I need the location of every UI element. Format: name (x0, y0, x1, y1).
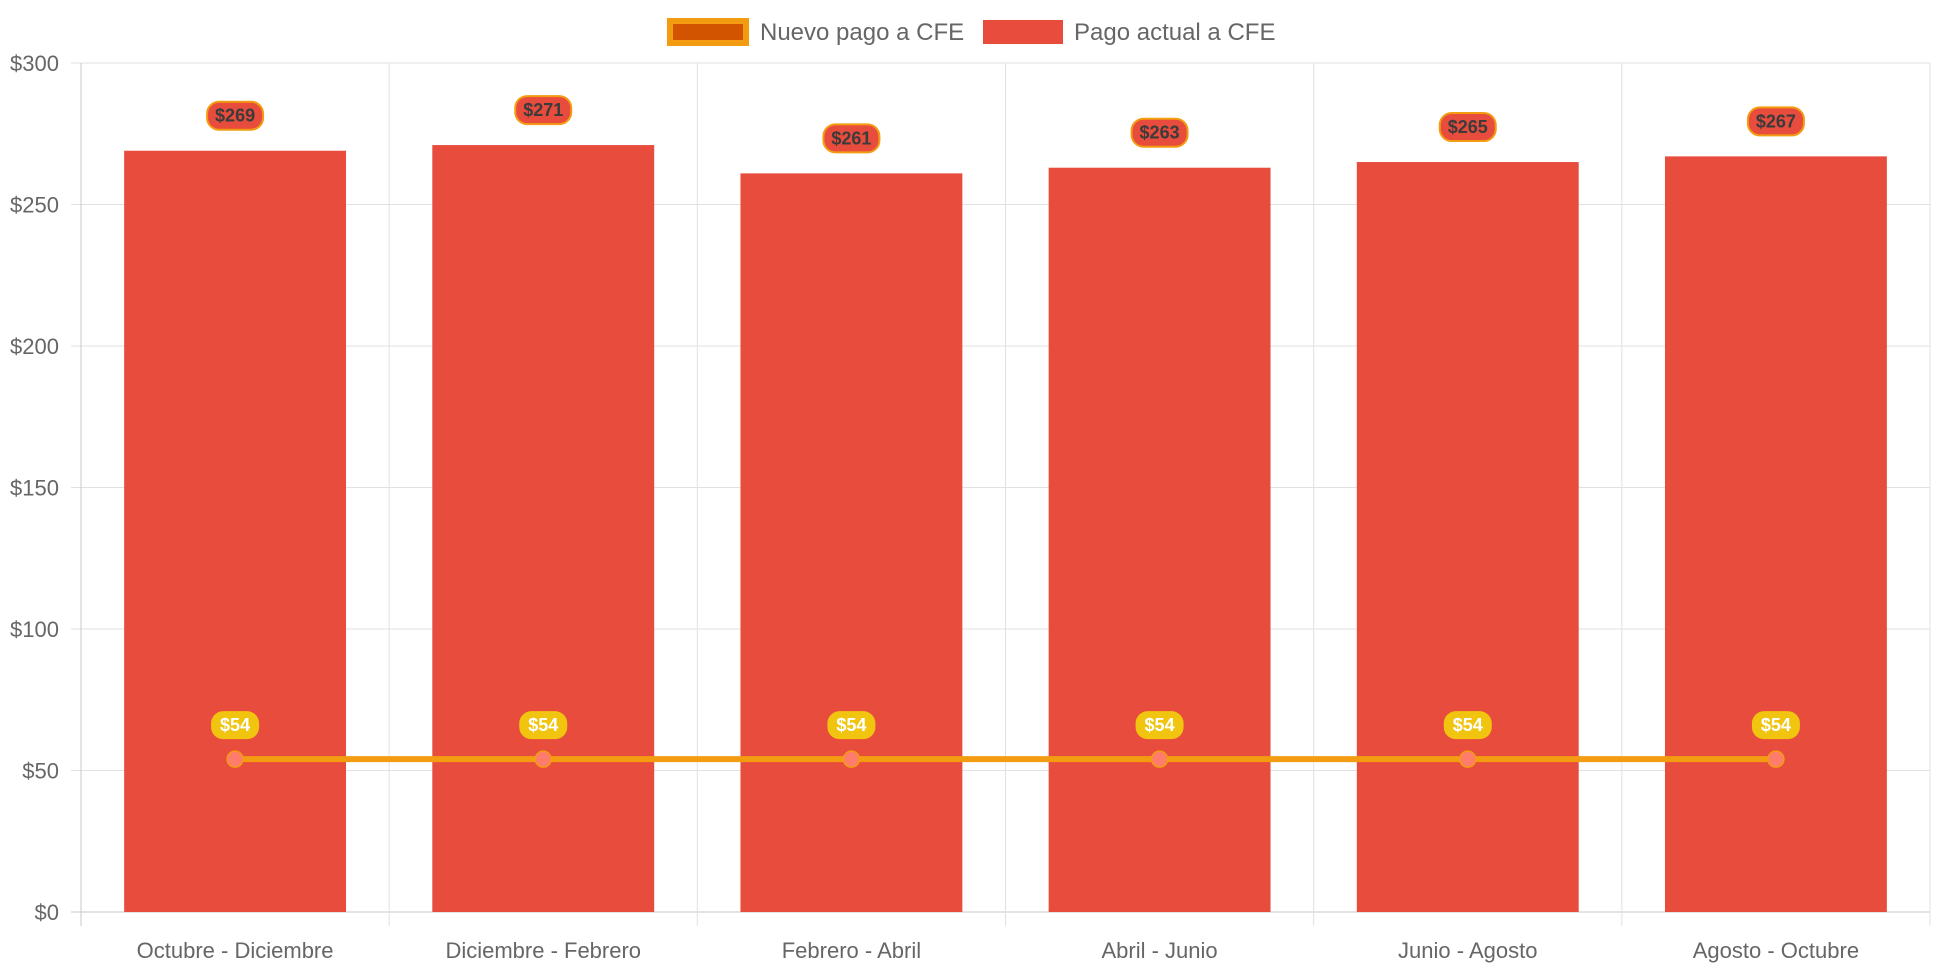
line-label-box (211, 711, 260, 740)
line-value-label: $54 (1453, 715, 1483, 735)
x-axis: Octubre - Diciembre Diciembre - Febrero Fe… (137, 938, 1859, 963)
bar-abril-junio (1048, 167, 1271, 912)
line-value-label: $54 (528, 715, 558, 735)
bar-series-pago-actual (124, 145, 1887, 913)
bar-value-label: $271 (523, 100, 563, 120)
bar-label-box (1130, 117, 1189, 148)
line-label-box (1443, 711, 1492, 740)
line-point-agosto-octubre (1767, 750, 1785, 768)
bar-febrero-abril (740, 173, 963, 912)
line-series-nuevo-pago (226, 750, 1785, 768)
y-tick-label: $0 (35, 900, 59, 925)
line-label-box (827, 711, 876, 740)
bar-label-box (514, 95, 573, 126)
bar-label-box (1438, 112, 1497, 143)
x-tick-label: Agosto - Octubre (1693, 938, 1859, 963)
x-tick-label: Octubre - Diciembre (137, 938, 334, 963)
bar-data-labels: $269 $271 $261 $263 $265 $267 (206, 95, 1805, 154)
bar-octubre-diciembre (124, 150, 347, 913)
legend-label-nuevo-pago: Nuevo pago a CFE (760, 19, 964, 46)
bar-label-box (822, 123, 881, 154)
bar-value-label: $267 (1756, 111, 1796, 131)
grid-lines (71, 62, 1931, 926)
legend-label-pago-actual: Pago actual a CFE (1074, 19, 1275, 46)
y-axis: $0 $50 $100 $150 $200 $250 $300 (10, 51, 59, 925)
bar-value-label: $261 (831, 128, 871, 148)
line-point-diciembre-febrero (534, 750, 552, 768)
legend: Nuevo pago a CFE Pago actual a CFE (667, 18, 1275, 46)
line-value-label: $54 (1145, 715, 1175, 735)
bar-value-label: $263 (1140, 123, 1180, 143)
bar-diciembre-febrero (432, 145, 655, 912)
legend-swatch-pago-actual (983, 20, 1063, 44)
y-tick-label: $250 (10, 193, 59, 218)
line-label-box (519, 711, 568, 740)
line-point-junio-agosto (1459, 750, 1477, 768)
bar-agosto-octubre (1664, 156, 1887, 912)
bar-label-box (1746, 106, 1805, 137)
x-tick-label: Febrero - Abril (782, 938, 921, 963)
y-tick-label: $50 (22, 759, 59, 784)
line-point-abril-junio (1150, 750, 1169, 768)
line-value-label: $54 (220, 715, 250, 735)
y-tick-label: $300 (10, 51, 59, 76)
y-tick-label: $100 (10, 617, 59, 642)
line-point-octubre-diciembre (226, 750, 244, 768)
x-tick-label: Junio - Agosto (1398, 938, 1537, 963)
x-tick-label: Diciembre - Febrero (445, 938, 641, 963)
line-value-label: $54 (836, 715, 866, 735)
x-tick-label: Abril - Junio (1102, 938, 1218, 963)
legend-swatch-nuevo-pago-inner (673, 24, 743, 40)
y-tick-label: $150 (10, 476, 59, 501)
line-label-box (1751, 711, 1800, 740)
line-value-label: $54 (1761, 715, 1791, 735)
line-label-box (1135, 711, 1184, 740)
bar-value-label: $269 (215, 106, 255, 126)
bar-value-label: $265 (1448, 117, 1488, 137)
line-data-labels: $54 $54 $54 $54 $54 $54 (211, 711, 1800, 740)
bar-junio-agosto (1356, 162, 1579, 913)
y-tick-label: $200 (10, 334, 59, 359)
line-point-febrero-abril (842, 750, 861, 768)
bar-label-box (206, 100, 265, 131)
